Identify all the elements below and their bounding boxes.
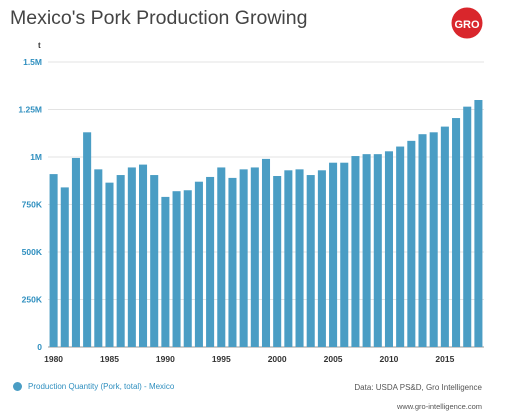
x-tick-label: 1990 — [156, 354, 175, 364]
x-tick-label: 1980 — [44, 354, 63, 364]
bar — [49, 174, 58, 347]
chart-title: Mexico's Pork Production Growing — [10, 7, 308, 29]
bar — [362, 154, 371, 347]
y-tick-label: 250K — [22, 295, 43, 305]
bar — [440, 126, 449, 347]
y-tick-label: 750K — [22, 200, 43, 210]
bar — [206, 176, 215, 347]
bar — [116, 175, 125, 347]
legend-marker — [13, 382, 22, 391]
bar — [407, 140, 416, 347]
bar — [172, 191, 181, 347]
bar — [261, 158, 271, 347]
y-tick-label: 1.5M — [23, 57, 42, 67]
bar — [94, 169, 103, 347]
bar — [463, 106, 472, 348]
bar — [105, 182, 114, 347]
bar — [452, 118, 461, 347]
x-tick-label: 1985 — [100, 354, 119, 364]
y-tick-label: 0 — [37, 342, 42, 352]
bar — [71, 157, 80, 347]
bar — [306, 175, 315, 347]
bar — [340, 162, 349, 347]
y-axis-ticks: 0 250K 500K 750K 1M 1.25M 1.5M — [18, 57, 42, 352]
bar — [239, 169, 248, 347]
bar — [60, 187, 69, 347]
bar — [150, 175, 159, 347]
logo-circle — [451, 7, 483, 39]
legend: Production Quantity (Pork, total) - Mexi… — [13, 382, 174, 391]
bar — [273, 176, 282, 347]
x-axis-ticks: 1980 1985 1990 1995 2000 2005 2010 2015 — [44, 354, 454, 364]
bar — [474, 100, 483, 347]
bar — [139, 164, 148, 347]
bar — [429, 132, 438, 347]
bar — [295, 169, 304, 347]
x-tick-label: 2015 — [435, 354, 454, 364]
bar — [194, 181, 203, 347]
bars — [49, 100, 483, 348]
bar — [161, 196, 170, 347]
y-axis-unit: t — [38, 41, 41, 50]
bar — [228, 177, 237, 347]
bar — [351, 156, 360, 347]
bar — [317, 170, 326, 347]
bar — [418, 134, 427, 347]
y-tick-label: 500K — [22, 247, 43, 257]
bar — [284, 170, 293, 347]
gro-logo-icon: GRO — [451, 7, 483, 39]
website-link[interactable]: www.gro-intelligence.com — [396, 402, 482, 411]
y-tick-label: 1.25M — [18, 105, 42, 115]
y-tick-label: 1M — [30, 152, 42, 162]
legend-label: Production Quantity (Pork, total) - Mexi… — [28, 382, 175, 391]
bar — [329, 162, 338, 347]
bar — [83, 132, 92, 347]
bar — [396, 146, 405, 347]
bar — [373, 154, 382, 347]
x-tick-label: 2010 — [380, 354, 399, 364]
bar — [127, 167, 136, 347]
x-tick-label: 1995 — [212, 354, 231, 364]
x-tick-label: 2005 — [324, 354, 343, 364]
x-tick-label: 2000 — [268, 354, 287, 364]
bar — [217, 167, 226, 347]
data-source: Data: USDA PS&D, Gro Intelligence — [354, 383, 482, 392]
bar — [250, 167, 259, 347]
bar — [183, 190, 192, 347]
logo-text: GRO — [454, 19, 480, 31]
bar — [384, 151, 393, 347]
